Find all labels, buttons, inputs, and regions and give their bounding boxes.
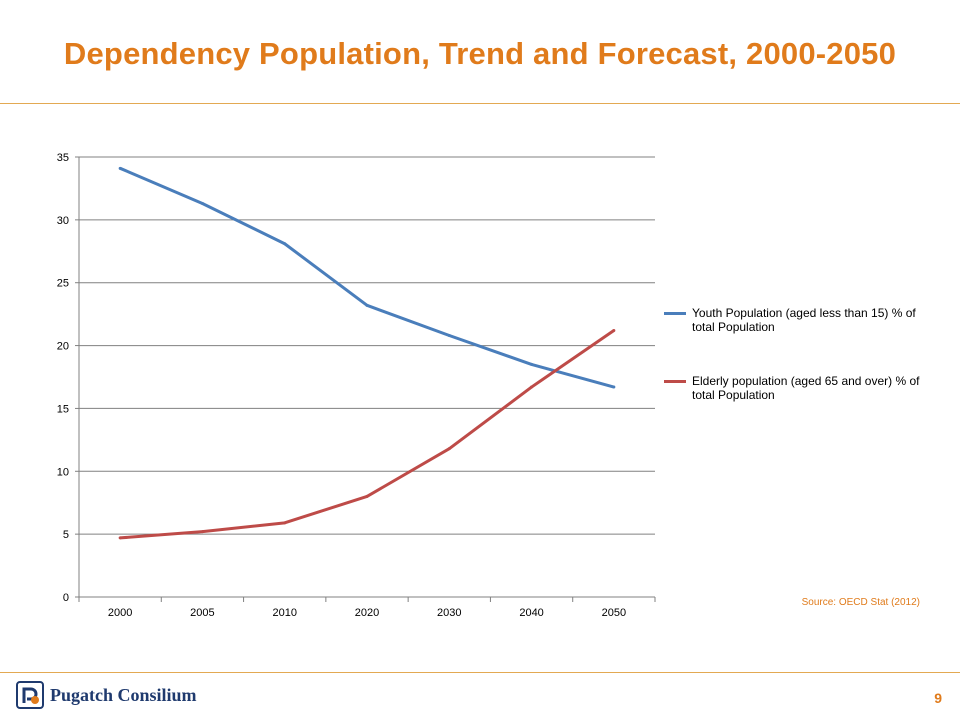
elderly-series-point [200, 530, 204, 534]
youth-series-point [200, 202, 204, 206]
elderly-series-point [283, 521, 287, 525]
page-title: Dependency Population, Trend and Forecas… [63, 36, 897, 71]
pugatch-logo-icon [16, 681, 44, 709]
y-tick-label: 25 [57, 278, 69, 290]
x-tick-label: 2050 [602, 607, 626, 619]
elderly-series-point [365, 494, 369, 498]
x-tick-label: 2040 [519, 607, 543, 619]
legend-swatch-elderly [664, 380, 686, 383]
y-tick-label: 30 [57, 215, 69, 227]
elderly-series-point [612, 328, 616, 332]
y-tick-label: 5 [63, 529, 69, 541]
chart-legend: Youth Population (aged less than 15) % o… [664, 306, 924, 442]
x-tick-label: 2020 [355, 607, 379, 619]
y-tick-label: 35 [57, 152, 69, 164]
y-tick-label: 15 [57, 403, 69, 415]
youth-series-line [119, 166, 615, 389]
page-number: 9 [934, 690, 942, 706]
y-tick-label: 10 [57, 466, 69, 478]
elderly-series-point [447, 447, 451, 451]
elderly-series-point [530, 385, 534, 389]
source-note: Source: OECD Stat (2012) [801, 597, 920, 608]
youth-series-point [530, 362, 534, 366]
legend-label-youth: Youth Population (aged less than 15) % o… [692, 306, 916, 334]
footer-divider [0, 672, 960, 673]
elderly-series-point [118, 536, 122, 540]
y-tick-label: 20 [57, 341, 69, 353]
youth-series-point [365, 303, 369, 307]
x-tick-label: 2030 [437, 607, 461, 619]
youth-series-point [447, 334, 451, 338]
youth-series-point [118, 166, 122, 170]
elderly-series-line [120, 329, 615, 540]
x-tick-label: 2005 [190, 607, 214, 619]
legend-item-youth: Youth Population (aged less than 15) % o… [664, 306, 924, 334]
x-tick-label: 2010 [272, 607, 296, 619]
x-tick-label: 2000 [108, 607, 132, 619]
y-tick-label: 0 [63, 592, 69, 604]
legend-item-elderly: Elderly population (aged 65 and over) % … [664, 374, 924, 402]
logo-text: Pugatch Consilium [50, 684, 197, 705]
youth-series-point [283, 242, 287, 246]
title-divider [0, 103, 960, 104]
legend-label-elderly: Elderly population (aged 65 and over) % … [692, 374, 920, 402]
legend-swatch-youth [664, 312, 686, 315]
company-logo: Pugatch Consilium [16, 680, 197, 710]
youth-series-point [612, 385, 616, 389]
